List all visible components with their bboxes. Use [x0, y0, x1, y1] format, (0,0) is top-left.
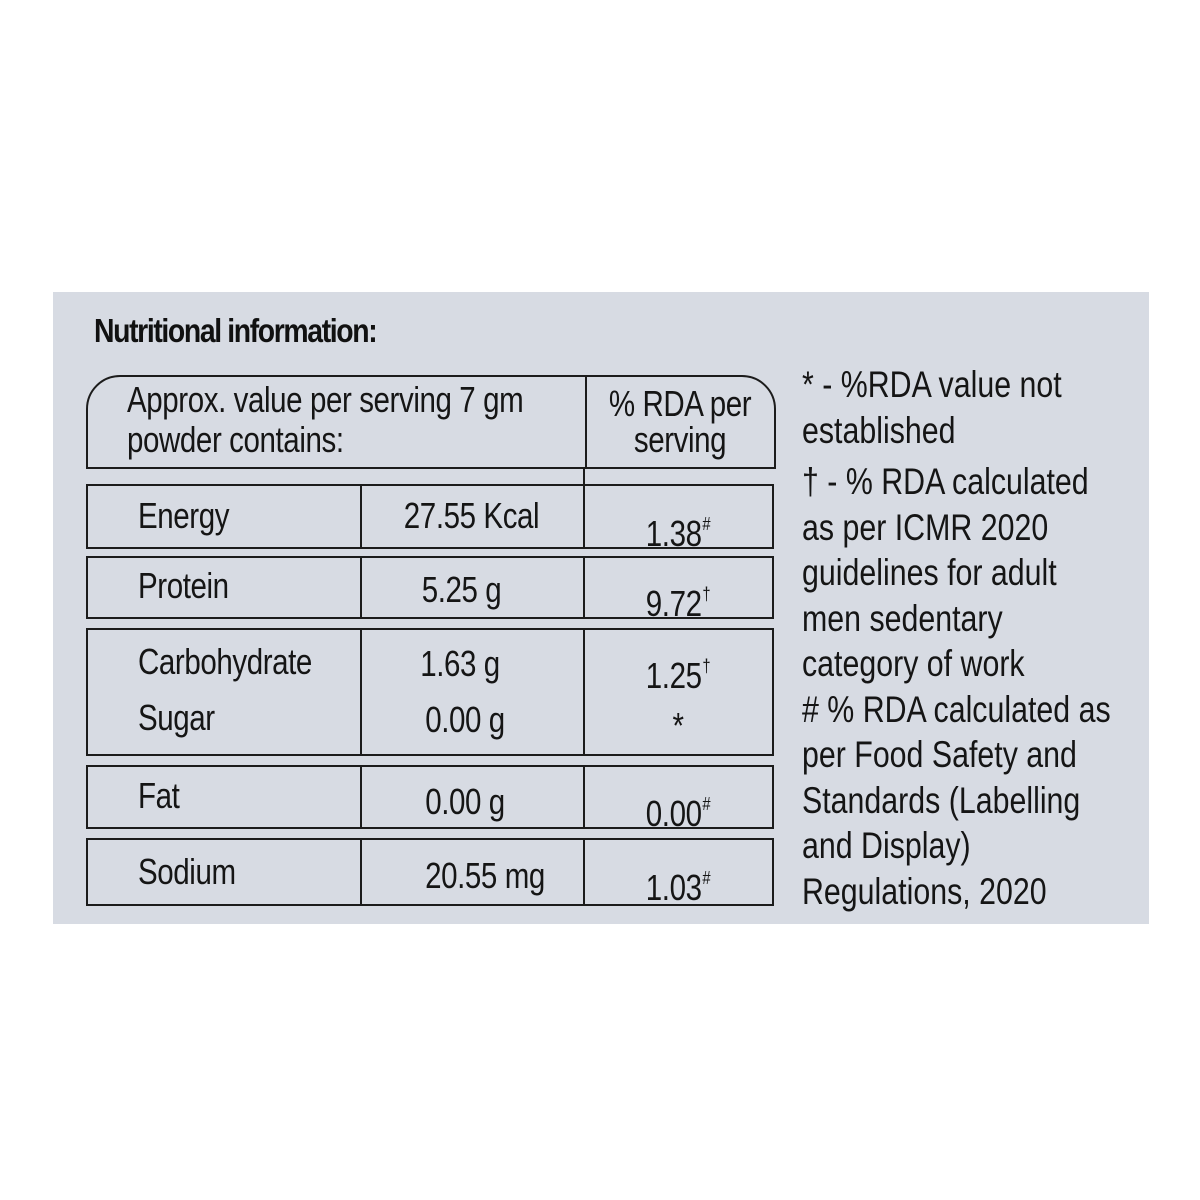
footnote-hash: # % RDA calculated as [802, 688, 1111, 730]
table-row-energy [86, 484, 774, 549]
nutrient-rda: 0.00# [645, 793, 711, 834]
footnotes: * - %RDA value not established † - % RDA… [802, 362, 1200, 914]
label-title: Nutritional information: [94, 312, 378, 349]
nutrient-name: Sugar [138, 697, 215, 738]
nutrient-value: 20.55 mg [425, 855, 545, 896]
header-divider [585, 377, 587, 467]
nutrient-rda: 1.03# [645, 867, 711, 908]
header-rda-line-1: % RDA per [608, 383, 752, 424]
footnote-dagger: † - % RDA calculated [802, 461, 1089, 502]
nutrient-name: Sodium [138, 851, 236, 892]
footnote-hash: per Food Safety and [802, 734, 1077, 775]
nutrient-rda: * [672, 705, 684, 746]
nutrient-name: Protein [138, 565, 229, 606]
column-connector [583, 469, 585, 485]
footnote-dagger: men sedentary [802, 597, 1003, 639]
header-serving-line-2: powder contains: [127, 419, 344, 460]
table-row-carbohydrate [86, 628, 774, 756]
footnote-hash: and Display) [802, 825, 971, 866]
table-header [86, 375, 776, 469]
footnote-hash: Standards (Labelling [802, 779, 1081, 821]
header-rda-line-2: serving [633, 419, 727, 460]
table-row-protein [86, 556, 774, 619]
header-serving-line-1: Approx. value per serving 7 gm [127, 379, 524, 420]
footnote-dagger: category of work [802, 643, 1025, 684]
footnote-dagger: as per ICMR 2020 [802, 506, 1049, 548]
nutrition-label-panel [53, 292, 1149, 924]
nutrient-rda: 1.38# [645, 513, 711, 554]
footnote-hash: Regulations, 2020 [802, 870, 1047, 912]
nutrient-name: Carbohydrate [138, 641, 312, 682]
nutrient-value: 0.00 g [425, 699, 505, 740]
footnote-asterisk: established [802, 409, 956, 451]
footnote-dagger: guidelines for adult [802, 552, 1057, 593]
nutrient-value: 27.55 Kcal [403, 495, 540, 536]
nutrient-rda: 9.72† [645, 583, 711, 624]
table-row-sodium [86, 838, 774, 906]
table-row-fat [86, 765, 774, 829]
nutrient-rda: 1.25† [645, 655, 711, 696]
nutrient-name: Energy [138, 495, 230, 536]
nutrient-value: 5.25 g [421, 569, 502, 610]
nutrient-value: 0.00 g [425, 781, 505, 822]
nutrient-name: Fat [138, 775, 180, 816]
footnote-asterisk: * - %RDA value not [802, 364, 1062, 405]
nutrient-value: 1.63 g [420, 643, 500, 684]
